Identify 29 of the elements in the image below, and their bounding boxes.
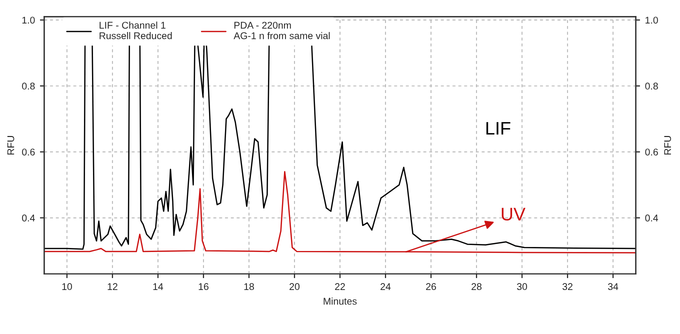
y-tick-label: 0.6	[22, 148, 35, 156]
line-series	[44, 171, 636, 254]
x-tick-label: 16	[198, 283, 208, 290]
annotation: UV	[502, 208, 526, 221]
legend-label: PDA - 220nm AG-1 n from same vial	[234, 22, 330, 40]
y2-axis-title: RFU	[664, 136, 672, 154]
x-tick-label: 34	[608, 283, 618, 290]
y2-tick-label: 0.8	[645, 82, 658, 90]
legend-label: LIF - Channel 1 Russell Reduced	[100, 22, 172, 40]
x-tick-label: 20	[290, 283, 300, 290]
annotation: LIF	[486, 122, 510, 135]
y-tick-label: 0.4	[22, 214, 35, 222]
y-axis-title: RFU	[7, 136, 14, 154]
x-tick-label: 30	[516, 283, 528, 290]
x-tick-label: 32	[562, 283, 572, 290]
x-tick-label: 10	[62, 283, 72, 290]
x-tick-label: 24	[380, 283, 391, 290]
x-tick-label: 28	[472, 283, 482, 290]
x-tick-label: 26	[426, 283, 436, 290]
y2-tick-label: 0.6	[645, 148, 658, 156]
x-tick-label: 12	[108, 283, 118, 290]
x-tick-label: 18	[244, 283, 254, 290]
y2-tick-label: 0.4	[645, 214, 658, 222]
y-tick-label: 0.8	[22, 82, 35, 90]
x-tick-label: 22	[335, 283, 345, 290]
y2-tick-label: 1.0	[646, 16, 658, 24]
x-tick-label: 14	[153, 283, 164, 290]
y-tick-label: 1.0	[22, 16, 35, 24]
x-axis-title: Minutes	[324, 298, 357, 305]
